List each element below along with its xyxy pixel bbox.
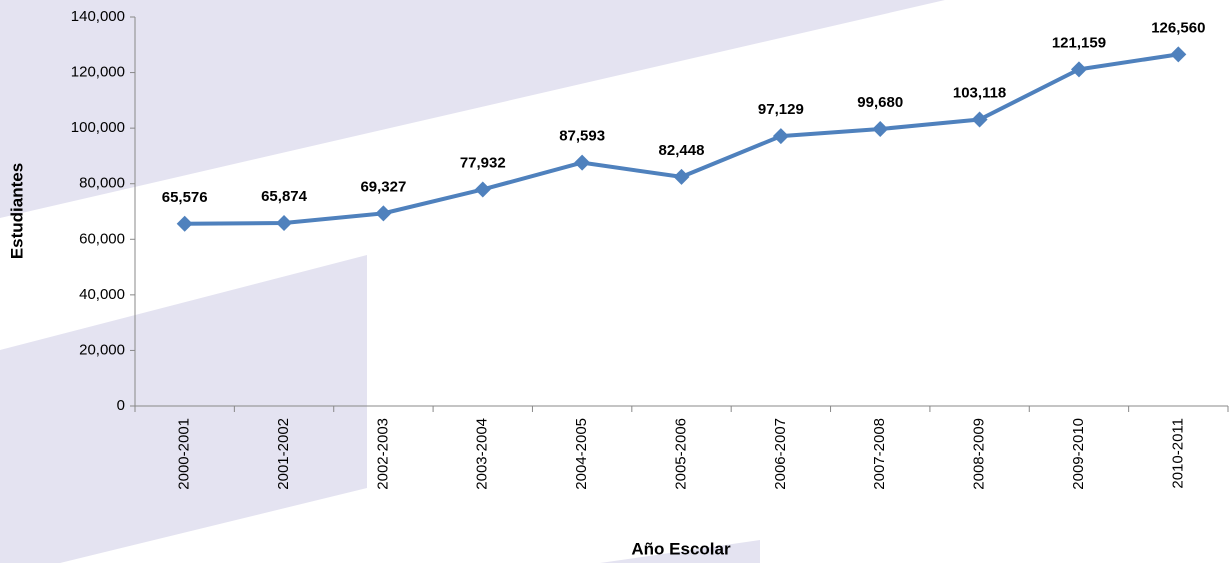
data-label: 103,118 (953, 84, 1006, 101)
x-tick-label: 2003-2004 (474, 418, 491, 490)
data-label: 126,560 (1151, 19, 1205, 36)
data-label: 97,129 (758, 101, 804, 118)
data-label: 69,327 (360, 178, 406, 195)
x-tick-label: 2006-2007 (772, 418, 789, 490)
marker (673, 168, 690, 185)
x-tick-label: 2008-2009 (971, 418, 988, 490)
x-axis-title: Año Escolar (631, 539, 731, 558)
x-tick-label: 2001-2002 (275, 418, 292, 490)
background-shape (0, 0, 945, 218)
y-tick-label: 80,000 (79, 175, 125, 192)
background-shape (0, 255, 367, 563)
marker (375, 205, 392, 222)
x-tick-label: 2009-2010 (1070, 418, 1087, 490)
y-tick-label: 20,000 (79, 341, 125, 358)
data-label: 65,576 (162, 189, 208, 206)
x-tick-label: 2002-2003 (374, 418, 391, 490)
y-tick-label: 120,000 (71, 64, 125, 81)
y-tick-label: 140,000 (71, 8, 125, 25)
marker (1170, 46, 1187, 63)
x-tick-label: 2005-2006 (672, 418, 689, 490)
marker (971, 111, 988, 128)
x-tick-label: 2010-2011 (1169, 418, 1186, 489)
data-label: 99,680 (857, 94, 903, 111)
y-tick-label: 100,000 (71, 119, 125, 136)
marker (1070, 61, 1087, 78)
y-axis-title: Estudiantes (7, 163, 26, 259)
marker (772, 128, 789, 145)
y-tick-label: 40,000 (79, 286, 125, 303)
x-tick-label: 2007-2008 (871, 418, 888, 490)
data-label: 65,874 (261, 188, 308, 205)
x-tick-label: 2000-2001 (176, 418, 193, 490)
marker (574, 154, 591, 171)
marker (276, 214, 293, 231)
x-tick-label: 2004-2005 (573, 418, 590, 490)
marker (176, 215, 193, 232)
y-tick-label: 60,000 (79, 230, 125, 247)
data-label: 87,593 (559, 128, 605, 145)
y-tick-label: 0 (117, 397, 125, 414)
data-label: 82,448 (659, 142, 705, 159)
data-label: 77,932 (460, 154, 506, 171)
background-shape (600, 540, 760, 563)
marker (474, 181, 491, 198)
marker (872, 121, 889, 138)
data-label: 121,159 (1052, 34, 1106, 51)
